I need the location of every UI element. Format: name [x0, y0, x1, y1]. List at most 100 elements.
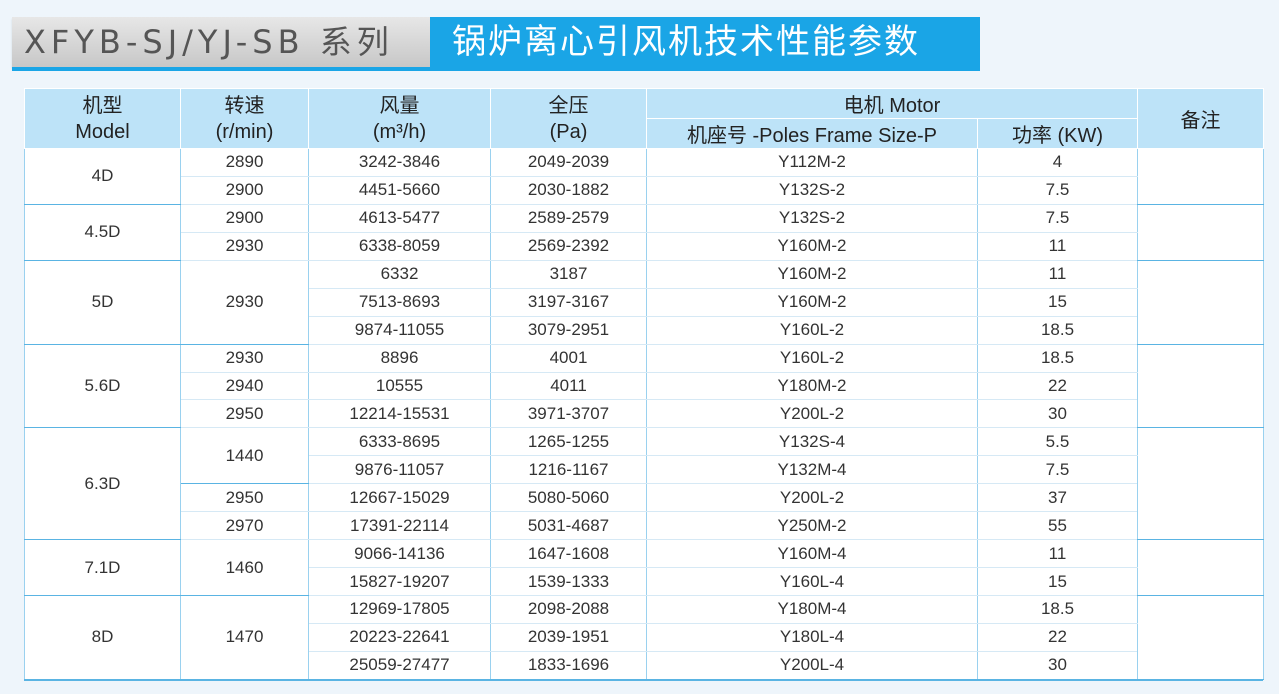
power-cell: 18.5 — [977, 343, 1138, 373]
header-speed: 转速 (r/min) — [180, 88, 309, 149]
airflow-cell: 12667-15029 — [308, 483, 491, 513]
airflow-cell: 12969-17805 — [308, 595, 491, 624]
power-cell: 22 — [977, 372, 1138, 401]
title-underline — [12, 67, 980, 71]
performance-table: 机型 Model 转速 (r/min) 风量 (m³/h) 全压 (Pa) 电机… — [24, 88, 1264, 680]
power-cell: 15 — [977, 567, 1138, 596]
pressure-cell: 3079-2951 — [490, 316, 647, 345]
speed-cell: 2930 — [180, 343, 309, 373]
title-grey-block — [12, 17, 430, 67]
header-airflow-cn: 风量 — [379, 94, 420, 117]
power-cell: 18.5 — [977, 595, 1138, 624]
pressure-cell: 2039-1951 — [490, 623, 647, 652]
power-cell: 7.5 — [977, 203, 1138, 233]
header-airflow: 风量 (m³/h) — [308, 88, 491, 149]
pressure-cell: 2589-2579 — [490, 203, 647, 233]
frame-size-cell: Y132S-2 — [646, 203, 978, 233]
table-row: 2900 4451-5660 2030-1882 Y132S-2 7.5 — [25, 176, 1264, 205]
table-row: 7.1D 1460 9066-14136 1647-1608 Y160M-4 11 — [24, 539, 1264, 596]
pressure-cell: 3197-3167 — [490, 288, 647, 317]
frame-size-cell: Y112M-2 — [646, 148, 978, 177]
pressure-cell: 5031-4687 — [490, 511, 647, 541]
airflow-cell: 6338-8059 — [308, 232, 491, 261]
power-cell: 11 — [977, 539, 1138, 569]
airflow-cell: 8896 — [308, 343, 491, 373]
table-row: 4D 2890 3242-3846 2049-2039 Y112M-2 4 — [24, 148, 1264, 205]
frame-size-cell: Y160M-4 — [646, 539, 978, 569]
model-cell: 8D — [24, 595, 181, 680]
pressure-cell: 1265-1255 — [490, 427, 647, 457]
pressure-cell: 1216-1167 — [490, 455, 647, 485]
table-row: 5.6D 2930 8896 4001 Y160L-2 18.5 — [24, 343, 1264, 429]
power-cell: 55 — [977, 511, 1138, 541]
table-row: 2950 12667-15029 5080-5060 Y200L-2 37 — [25, 483, 1264, 513]
airflow-cell: 7513-8693 — [308, 288, 491, 317]
frame-size-cell: Y180L-4 — [646, 623, 978, 652]
header-model: 机型 Model — [24, 88, 181, 149]
header-speed-unit: (r/min) — [215, 120, 274, 143]
table-row: 5D 2930 6332 3187 Y160M-2 11 — [24, 259, 1264, 345]
table-row: 2940 10555 4011 Y180M-2 22 — [25, 372, 1264, 401]
pressure-cell: 2049-2039 — [490, 148, 647, 177]
frame-size-cell: Y180M-4 — [646, 595, 978, 624]
airflow-cell: 10555 — [308, 372, 491, 401]
title-blue-block — [430, 17, 980, 67]
power-cell: 30 — [977, 651, 1138, 680]
frame-size-cell: Y200L-2 — [646, 483, 978, 513]
model-cell: 5.6D — [24, 343, 181, 429]
header-pressure: 全压 (Pa) — [490, 88, 647, 149]
frame-size-cell: Y160M-2 — [646, 232, 978, 261]
table-row: 7513-8693 3197-3167 Y160M-2 15 — [25, 288, 1264, 317]
table-title: 锅炉离心引风机技术性能参数 — [452, 22, 920, 62]
remark-cell — [1137, 203, 1264, 261]
airflow-cell: 6333-8695 — [308, 427, 491, 457]
pressure-cell: 2030-1882 — [490, 176, 647, 205]
airflow-cell: 20223-22641 — [308, 623, 491, 652]
header-pressure-cn: 全压 — [548, 94, 589, 117]
series-title: XFYB-SJ/YJ-SB 系列 — [24, 23, 394, 61]
frame-size-cell: Y200L-2 — [646, 399, 978, 429]
frame-size-cell: Y132S-2 — [646, 176, 978, 205]
pressure-cell: 1833-1696 — [490, 651, 647, 680]
table-row: 2950 12214-15531 3971-3707 Y200L-2 30 — [25, 399, 1264, 429]
model-cell: 4D — [24, 148, 181, 205]
model-cell: 5D — [24, 259, 181, 345]
frame-size-cell: Y200L-4 — [646, 651, 978, 680]
speed-cell: 1470 — [180, 595, 309, 680]
table-row: 9874-11055 3079-2951 Y160L-2 18.5 — [25, 316, 1264, 345]
frame-size-cell: Y160M-2 — [646, 259, 978, 289]
frame-size-cell: Y160L-2 — [646, 316, 978, 345]
airflow-cell: 9876-11057 — [308, 455, 491, 485]
power-cell: 22 — [977, 623, 1138, 652]
frame-size-cell: Y160L-4 — [646, 567, 978, 596]
model-cell: 6.3D — [24, 427, 181, 541]
speed-cell: 2950 — [180, 399, 309, 429]
speed-cell: 2970 — [180, 511, 309, 541]
power-cell: 5.5 — [977, 427, 1138, 457]
airflow-cell: 25059-27477 — [308, 651, 491, 680]
header-model-en: Model — [75, 120, 130, 143]
remark-cell — [1137, 343, 1264, 429]
speed-cell: 1460 — [180, 539, 309, 596]
pressure-cell: 4011 — [490, 372, 647, 401]
frame-size-cell: Y160M-2 — [646, 288, 978, 317]
table-row: 20223-22641 2039-1951 Y180L-4 22 — [25, 623, 1264, 652]
speed-cell: 2930 — [180, 232, 309, 261]
remark-cell — [1137, 595, 1264, 680]
speed-cell: 2950 — [180, 483, 309, 513]
airflow-cell: 4613-5477 — [308, 203, 491, 233]
header-motor: 电机 Motor — [646, 88, 1138, 119]
header-model-cn: 机型 — [82, 94, 123, 117]
power-cell: 30 — [977, 399, 1138, 429]
pressure-cell: 3187 — [490, 259, 647, 289]
airflow-cell: 9066-14136 — [308, 539, 491, 569]
model-cell: 4.5D — [24, 203, 181, 261]
airflow-cell: 12214-15531 — [308, 399, 491, 429]
header-airflow-unit: (m³/h) — [372, 120, 427, 143]
table-row: 8D 1470 12969-17805 2098-2088 Y180M-4 18.5 — [24, 595, 1264, 680]
airflow-cell: 15827-19207 — [308, 567, 491, 596]
frame-size-cell: Y160L-2 — [646, 343, 978, 373]
model-cell: 7.1D — [24, 539, 181, 596]
table-row: 2930 6338-8059 2569-2392 Y160M-2 11 — [25, 232, 1264, 261]
power-cell: 15 — [977, 288, 1138, 317]
